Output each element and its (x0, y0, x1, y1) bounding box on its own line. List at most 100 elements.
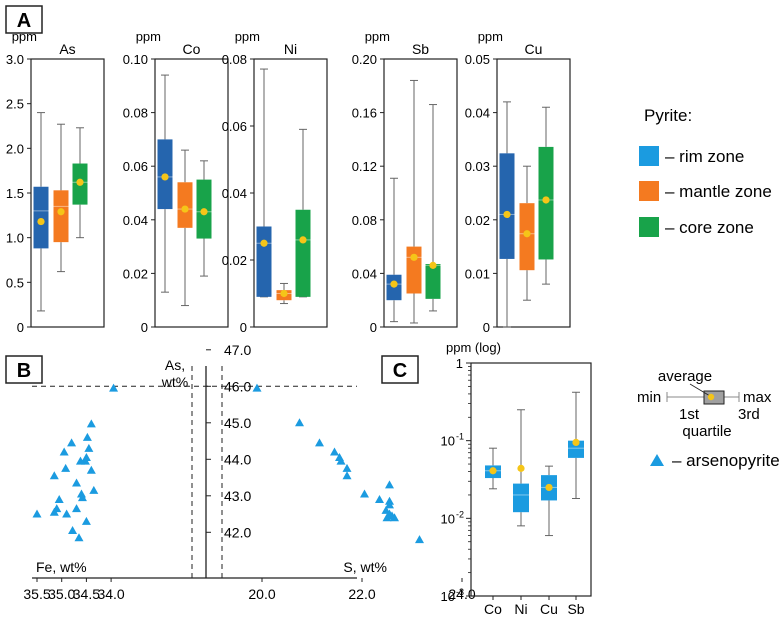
s-point (360, 489, 369, 498)
y-tick-label: 0 (240, 320, 247, 335)
key-third: 3rd (738, 406, 760, 423)
fe-point (59, 447, 69, 456)
fe-tick-label: 34.0 (97, 586, 124, 602)
fe-point (86, 419, 96, 428)
fe-tick-label: 35.5 (23, 586, 50, 602)
y-tick-label: 0 (17, 320, 24, 335)
fe-point (77, 493, 87, 502)
fe-point (75, 456, 85, 465)
s-point (387, 511, 397, 520)
fe-tick-label: 34.5 (73, 586, 100, 602)
c-tick-label: 10 (441, 589, 455, 604)
subplot-as: ppm As 0 0.5 1.0 1.5 2.0 2.5 3.0 (6, 29, 105, 335)
box-ni-rim-mean (260, 239, 268, 247)
y-tick-label: 0.02 (222, 253, 247, 268)
s-point (252, 383, 262, 392)
box-cu-rim-box (499, 153, 515, 259)
c-tick-exponent: -2 (456, 509, 464, 519)
s-point (385, 500, 394, 509)
svg-text:B: B (17, 360, 31, 382)
subplot-sb: ppm Sb 0 0.04 0.08 0.12 0.16 0.20 (352, 29, 458, 335)
box-sb-core-box (425, 264, 441, 299)
unit-label: ppm (136, 29, 161, 44)
box-sb-mantle-mean (410, 253, 418, 261)
key-first: 1st (679, 406, 700, 423)
s-point (336, 456, 346, 465)
y-tick-label: 0 (370, 320, 377, 335)
unit-label: ppm (365, 29, 390, 44)
arsenopyrite-legend-label: – arsenopyrite (672, 451, 780, 470)
fe-point (62, 509, 72, 518)
as-tick-label: 43.0 (224, 488, 251, 504)
legend-swatch-rim (639, 146, 659, 166)
box-co-mantle-box (177, 182, 193, 228)
panel-a-boxplots: ppm As 0 0.5 1.0 1.5 2.0 2.5 3.0 ppm Co 0 0.02 0.04 0.… (6, 29, 571, 335)
box-c-sb-mean (572, 438, 580, 446)
fe-point (32, 509, 42, 518)
legend-swatch-mantle (639, 181, 659, 201)
box-c-co-mean (489, 467, 497, 475)
s-point (342, 471, 352, 480)
c-ylabel: ppm (log) (446, 340, 501, 355)
box-as-rim-box (33, 186, 49, 249)
c-tick-exponent: -1 (456, 432, 464, 442)
fe-point (86, 465, 96, 474)
box-cu-core-mean (542, 196, 550, 204)
arsenopyrite-legend-marker (650, 454, 664, 466)
box-key: average min max 1st 3rd quartile (637, 368, 772, 440)
y-tick-label: 0.04 (352, 266, 377, 281)
s-point (415, 535, 424, 544)
y-tick-label: 0.20 (352, 52, 377, 67)
fe-axis-label: Fe, wt% (36, 559, 87, 575)
as-tick-label: 45.0 (224, 415, 251, 431)
box-ni-core-box (295, 209, 311, 297)
y-tick-label: 0.04 (222, 186, 247, 201)
box-c-ni-box (513, 483, 529, 513)
y-tick-label: 3.0 (6, 52, 24, 67)
key-mean-dot (707, 393, 715, 401)
as-tick-label: 44.0 (224, 451, 251, 467)
legend-label-mantle: – mantle zone (665, 182, 772, 201)
key-quartile: quartile (682, 423, 731, 440)
y-tick-label: 0.05 (465, 52, 490, 67)
box-c-cu-mean (545, 483, 553, 492)
fe-point (109, 383, 119, 392)
subplot-frame (496, 58, 571, 328)
fe-point (61, 463, 71, 472)
y-tick-label: 0.10 (123, 52, 148, 67)
as-tick-label: 47.0 (224, 342, 251, 358)
c-category-label: Sb (567, 601, 584, 617)
center-axis-label-line2: wt% (161, 374, 188, 390)
s-axis-label: S, wt% (343, 559, 387, 575)
box-co-rim-mean (161, 173, 169, 181)
c-category-label: Co (484, 601, 502, 617)
fe-point (68, 525, 78, 534)
y-tick-label: 0.02 (123, 266, 148, 281)
box-sb-mantle-box (406, 246, 422, 294)
element-label: As (59, 41, 75, 57)
fe-tick-label: 35.0 (48, 586, 75, 602)
element-label: Sb (412, 41, 429, 57)
y-tick-label: 0.03 (465, 159, 490, 174)
fe-point (89, 485, 99, 494)
y-tick-label: 0.08 (123, 106, 148, 121)
y-tick-label: 0.01 (465, 266, 490, 281)
box-c-sb-box (568, 440, 584, 458)
y-tick-label: 2.5 (6, 97, 24, 112)
arsenopyrite-legend: – arsenopyrite (650, 451, 780, 470)
s-tick-label: 22.0 (348, 586, 375, 602)
element-label: Ni (284, 41, 297, 57)
box-as-core-mean (76, 178, 84, 186)
box-sb-rim-mean (390, 280, 398, 288)
y-tick-label: 0.06 (222, 119, 247, 134)
s-tick-label: 20.0 (248, 586, 275, 602)
subplot-co: ppm Co 0 0.02 0.04 0.06 0.08 0.10 (123, 29, 229, 335)
box-as-mantle-mean (57, 208, 65, 216)
c-frame (470, 362, 592, 597)
panel-b-scatter: As,wt%42.043.044.045.046.047.035.535.034… (23, 342, 475, 602)
subplot-frame (383, 58, 458, 328)
as-tick-label: 46.0 (224, 378, 251, 394)
legend-swatch-core (639, 217, 659, 237)
fe-point (81, 516, 91, 525)
